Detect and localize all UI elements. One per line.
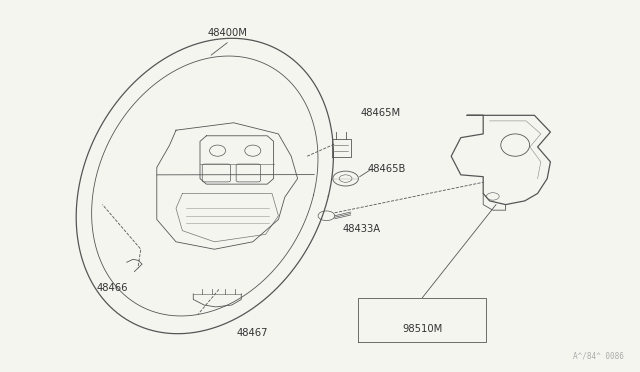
Text: 48433A: 48433A (342, 224, 381, 234)
Text: 48466: 48466 (96, 283, 128, 293)
Text: 48400M: 48400M (207, 29, 247, 38)
Text: 98510M: 98510M (403, 324, 442, 334)
Text: A^/84^ 0086: A^/84^ 0086 (573, 352, 624, 361)
Text: 48465B: 48465B (368, 164, 406, 174)
Text: 48465M: 48465M (361, 109, 401, 118)
Text: 48467: 48467 (237, 328, 269, 338)
